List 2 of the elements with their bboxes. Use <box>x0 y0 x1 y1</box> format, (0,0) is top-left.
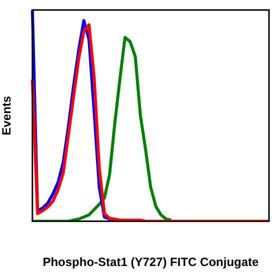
x-axis-title: Phospho-Stat1 (Y727) FITC Conjugate <box>42 255 260 270</box>
y-axis-title: Events <box>0 96 14 136</box>
